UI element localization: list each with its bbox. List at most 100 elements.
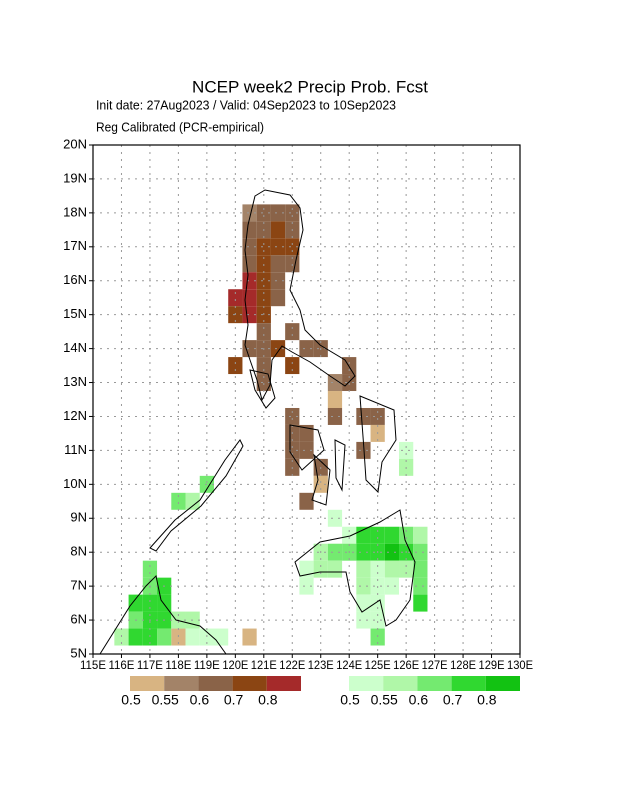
colorbar-label: 0.5 (340, 692, 360, 708)
prob-cell (285, 238, 300, 256)
prob-cell (285, 441, 300, 459)
prob-cell (299, 560, 314, 578)
cell-layer (114, 204, 428, 646)
prob-cell (256, 323, 271, 341)
x-tick-label: 125E (365, 658, 391, 672)
prob-cell (370, 594, 385, 612)
colorbar-swatch (266, 676, 301, 691)
y-tick-label: 18N (63, 204, 87, 219)
prob-cell (384, 526, 400, 544)
prob-cell (256, 289, 271, 307)
prob-cell (313, 560, 328, 578)
colorbar-label: 0.8 (258, 692, 278, 708)
prob-cell (157, 628, 172, 646)
x-tick-label: 121E (251, 658, 277, 672)
prob-cell (285, 323, 300, 341)
prob-cell (270, 221, 286, 239)
mindanao (294, 509, 416, 627)
prob-cell (370, 628, 385, 646)
x-tick-label: 126E (393, 658, 419, 672)
prob-cell (299, 492, 314, 510)
x-tick-label: 122E (279, 658, 305, 672)
prob-cell (399, 560, 414, 578)
colorbar-swatch (232, 676, 267, 691)
prob-cell (171, 492, 186, 510)
x-tick-label: 127E (422, 658, 448, 672)
prob-cell (270, 204, 286, 222)
mindoro (249, 369, 276, 409)
prob-cell (256, 238, 271, 256)
prob-cell (142, 628, 158, 646)
prob-cell (399, 441, 414, 459)
y-tick-label: 15N (63, 306, 87, 321)
prob-cell (299, 424, 314, 442)
prob-cell (285, 357, 300, 375)
title: NCEP week2 Precip Prob. Fcst (192, 77, 428, 96)
colorbar-swatch (417, 676, 452, 691)
prob-cell (370, 611, 385, 629)
prob-cell (242, 204, 257, 222)
prob-cell (356, 577, 371, 595)
y-tick-label: 11N (64, 442, 87, 457)
prob-cell (242, 272, 257, 290)
colorbar-label: 0.7 (443, 692, 463, 708)
colorbar-swatch (164, 676, 199, 691)
prob-cell (327, 509, 343, 527)
prob-cell (399, 526, 414, 544)
prob-cell (242, 255, 257, 273)
y-tick-label: 20N (63, 136, 87, 151)
colorbar-label: 0.7 (224, 692, 244, 708)
prob-cell (270, 340, 286, 358)
prob-cell (370, 560, 385, 578)
y-tick-label: 14N (63, 340, 87, 355)
prob-cell (256, 272, 271, 290)
prob-cell (270, 289, 286, 307)
prob-cell (384, 560, 400, 578)
coastline (99, 189, 416, 655)
prob-cell (270, 255, 286, 273)
y-tick-label: 7N (70, 578, 87, 593)
prob-cell (356, 441, 371, 459)
colorbar-label: 0.6 (190, 692, 210, 708)
negros (311, 453, 331, 506)
prob-cell (114, 628, 129, 646)
tick-layer: 115E 116E 117E 118E 119E 120E 121E 122E 123E 124E… (63, 136, 533, 672)
x-tick-label: 130E (507, 658, 533, 672)
prob-cell (356, 543, 371, 561)
prob-cell (256, 204, 271, 222)
colorbar-swatch (383, 676, 418, 691)
x-tick-label: 116E (108, 658, 134, 672)
colorbar-label: 0.8 (477, 692, 497, 708)
method-label: Reg Calibrated (PCR-empirical) (96, 119, 264, 134)
prob-cell (256, 357, 271, 375)
x-tick-label: 115E (80, 658, 106, 672)
prob-cell (313, 475, 328, 493)
y-tick-label: 19N (63, 170, 87, 185)
palawan (149, 439, 244, 552)
colorbar-label: 0.6 (409, 692, 429, 708)
prob-cell (142, 594, 158, 612)
prob-cell (327, 560, 343, 578)
samar-leyte (359, 395, 397, 494)
prob-cell (128, 594, 143, 612)
prob-cell (270, 238, 286, 256)
prob-cell (285, 204, 300, 222)
prob-cell (256, 255, 271, 273)
x-tick-label: 123E (308, 658, 334, 672)
panay (289, 424, 325, 471)
x-tick-label: 118E (165, 658, 191, 672)
prob-cell (171, 628, 186, 646)
prob-cell (356, 594, 371, 612)
colorbar-swatch (198, 676, 233, 691)
prob-cell (356, 611, 371, 629)
prob-cell (242, 628, 257, 646)
prob-cell (327, 407, 343, 425)
prob-cell (299, 577, 314, 595)
prob-cell (213, 628, 229, 646)
y-tick-label: 12N (63, 408, 87, 423)
y-tick-label: 10N (63, 476, 87, 491)
y-tick-label: 9N (70, 510, 87, 525)
x-tick-label: 124E (336, 658, 362, 672)
prob-cell (327, 391, 343, 408)
